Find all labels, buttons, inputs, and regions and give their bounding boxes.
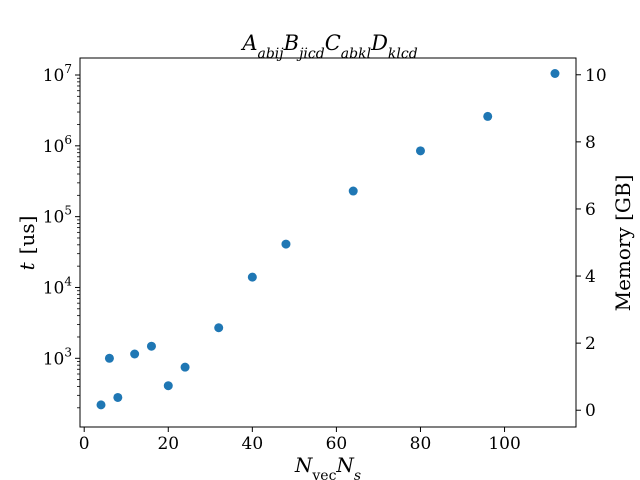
x-tick-label: 60: [326, 434, 348, 454]
data-point: [348, 186, 358, 196]
y2-tick-label: 4: [585, 267, 596, 287]
data-point: [113, 392, 123, 402]
y2-tick-label: 2: [585, 334, 596, 354]
data-point: [104, 353, 114, 363]
chart-title: AabijBjicdCabklDklcd: [240, 31, 417, 62]
data-point: [96, 400, 106, 410]
y2-tick-label: 0: [585, 401, 596, 421]
plot-frame: [79, 57, 577, 428]
y-tick-label: 103: [43, 345, 72, 369]
data-point: [146, 341, 156, 351]
data-point: [281, 239, 291, 249]
data-points: [96, 68, 560, 410]
y-tick-label: 104: [43, 274, 73, 298]
y-axis-ticks: 103 104 105 106 107: [43, 62, 80, 409]
y-tick-label: 107: [43, 62, 72, 86]
y2-axis-label: Memory [GB]: [611, 175, 635, 312]
x-axis-label: NvecNs: [294, 453, 361, 480]
y-tick-label: 106: [43, 133, 72, 157]
y2-tick-label: 6: [585, 200, 596, 220]
x-tick-label: 0: [79, 434, 90, 454]
data-point: [214, 323, 224, 333]
x-tick-label: 80: [410, 434, 432, 454]
y-tick-label: 105: [43, 204, 72, 228]
y-axis-label: t[us]: [15, 216, 39, 271]
y2-axis-ticks: 0 2 4 6 8 10: [576, 66, 607, 421]
data-point: [247, 272, 257, 282]
x-tick-label: 100: [488, 434, 520, 454]
data-point: [415, 146, 425, 156]
data-point: [130, 349, 140, 359]
x-axis-ticks: 0 20 40 60 80 100: [79, 427, 521, 454]
data-point: [550, 68, 560, 78]
data-point: [483, 111, 493, 121]
data-point: [180, 362, 190, 372]
y2-tick-label: 8: [585, 133, 596, 153]
x-tick-label: 40: [242, 434, 264, 454]
y2-tick-label: 10: [585, 66, 607, 86]
x-tick-label: 20: [157, 434, 179, 454]
data-point: [163, 381, 173, 391]
